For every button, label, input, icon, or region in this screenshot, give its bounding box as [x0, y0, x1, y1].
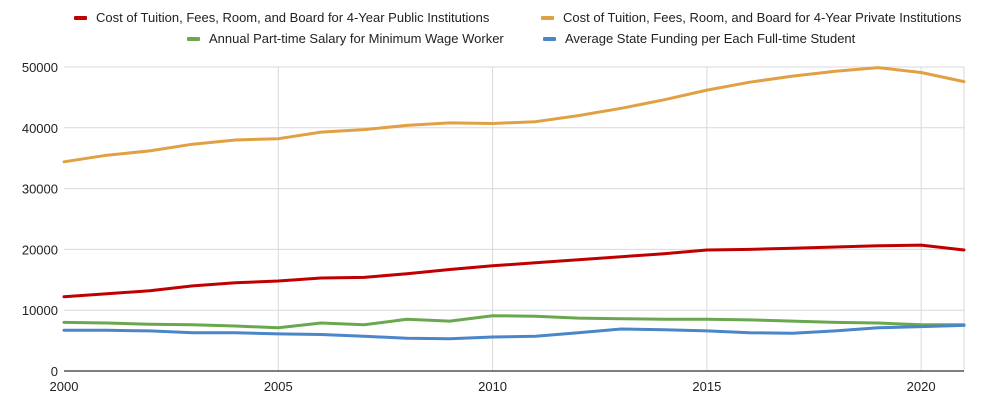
series-line-3 — [62, 314, 966, 330]
x-tick-label: 2005 — [264, 379, 293, 394]
legend-swatch-3 — [187, 37, 200, 41]
legend-label-2: Cost of Tuition, Fees, Room, and Board f… — [563, 10, 962, 25]
x-tick-label: 2015 — [692, 379, 721, 394]
series-line-4 — [62, 323, 966, 341]
legend: Cost of Tuition, Fees, Room, and Board f… — [74, 10, 962, 46]
y-tick-label: 30000 — [22, 182, 58, 197]
legend-label-3: Annual Part-time Salary for Minimum Wage… — [209, 31, 504, 46]
legend-label-1: Cost of Tuition, Fees, Room, and Board f… — [96, 10, 490, 25]
legend-swatch-2 — [541, 16, 554, 20]
y-axis-tick-labels: 0 10000 20000 30000 40000 50000 — [22, 60, 58, 379]
series-lines — [62, 66, 966, 341]
y-tick-label: 10000 — [22, 303, 58, 318]
x-tick-label: 2020 — [907, 379, 936, 394]
y-tick-label: 0 — [51, 364, 58, 379]
x-tick-label: 2000 — [50, 379, 79, 394]
x-axis-tick-labels: 2000 2005 2010 2015 2020 — [50, 379, 936, 394]
y-tick-label: 20000 — [22, 242, 58, 257]
x-tick-label: 2010 — [478, 379, 507, 394]
series-line-1 — [62, 243, 966, 299]
legend-swatch-1 — [74, 16, 87, 20]
legend-swatch-4 — [543, 37, 556, 41]
gridlines — [64, 66, 965, 371]
series-line-2 — [62, 66, 966, 164]
y-tick-label: 40000 — [22, 121, 58, 136]
legend-label-4: Average State Funding per Each Full-time… — [565, 31, 856, 46]
y-tick-label: 50000 — [22, 60, 58, 75]
